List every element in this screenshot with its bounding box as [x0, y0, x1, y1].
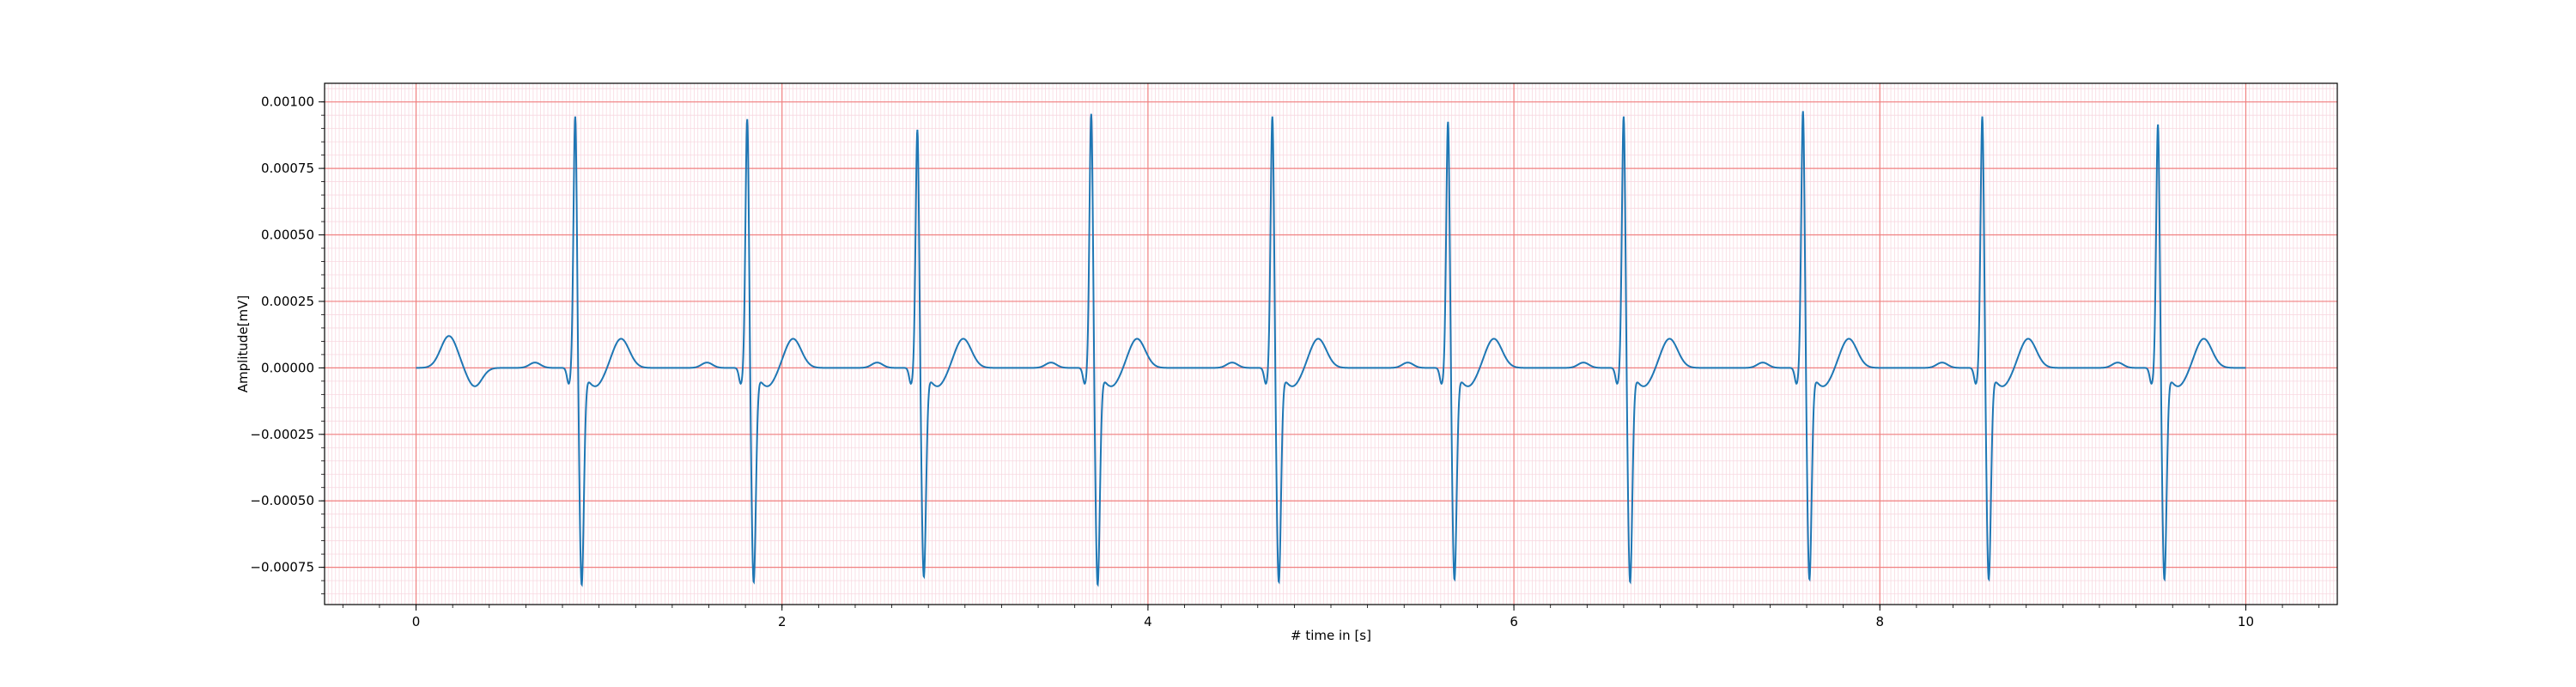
- y-tick-label: −0.00050: [250, 493, 314, 508]
- x-axis-label: # time in [s]: [1291, 628, 1371, 643]
- y-tick-label: 0.00075: [261, 161, 314, 176]
- minor-grid: [324, 83, 2338, 605]
- series-layer: [416, 111, 2246, 587]
- axis-ticks: 0 2 4 6 8 10 0.00100 0.00075 0.00050 0.00025 0.000…: [250, 94, 2320, 629]
- y-tick-label: −0.00025: [250, 427, 314, 442]
- y-tick-label: 0.00100: [261, 94, 314, 110]
- x-tick-label: 10: [2238, 614, 2254, 629]
- y-tick-label: 0.00050: [261, 228, 314, 243]
- ecg-series-line: [416, 111, 2246, 587]
- y-tick-label: −0.00075: [250, 560, 314, 575]
- y-tick-label: 0.00000: [261, 360, 314, 375]
- y-axis-label: Amplitude[mV]: [235, 295, 251, 392]
- x-tick-label: 8: [1875, 614, 1884, 629]
- x-tick-label: 0: [412, 614, 421, 629]
- x-tick-label: 2: [778, 614, 787, 629]
- major-grid: [325, 83, 2337, 605]
- y-tick-label: 0.00025: [261, 294, 314, 309]
- x-tick-label: 6: [1510, 614, 1518, 629]
- x-tick-label: 4: [1144, 614, 1152, 629]
